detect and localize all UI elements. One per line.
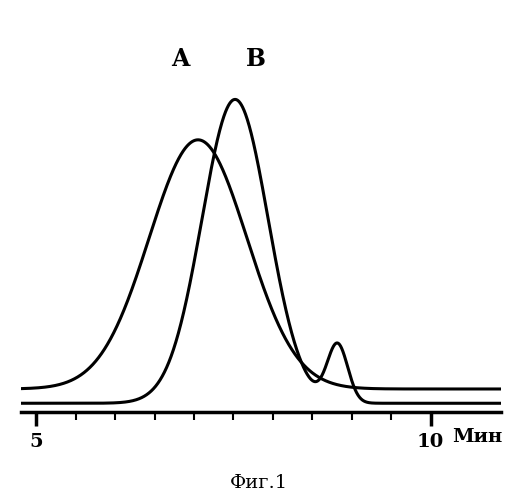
Text: Мин: Мин [452, 428, 503, 446]
Text: Фиг.1: Фиг.1 [230, 474, 287, 492]
Text: B: B [246, 48, 266, 72]
Text: A: A [171, 48, 189, 72]
